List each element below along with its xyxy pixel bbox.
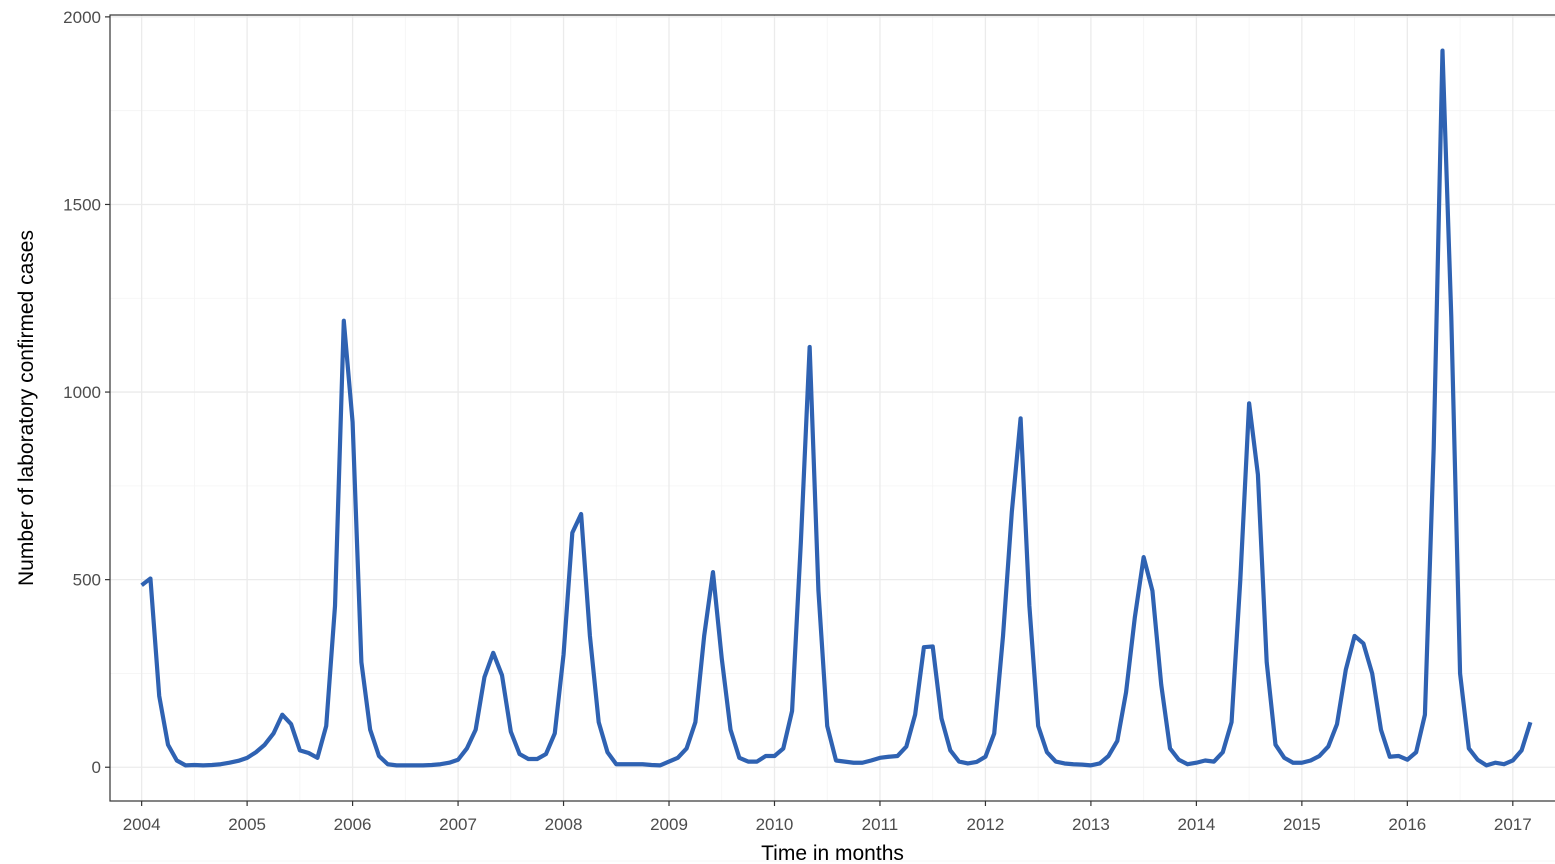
y-tick-label: 0 xyxy=(92,758,101,777)
x-tick-label: 2014 xyxy=(1177,815,1215,834)
series-layer xyxy=(140,48,1533,768)
x-tick-label: 2015 xyxy=(1283,815,1321,834)
x-tick-label: 2016 xyxy=(1388,815,1426,834)
x-tick-label: 2013 xyxy=(1072,815,1110,834)
x-tick-label: 2012 xyxy=(967,815,1005,834)
x-axis: 2004 2005 2006 2007 2008 2009 2010 2011 2012 2013… xyxy=(123,801,1532,834)
x-tick-label: 2009 xyxy=(650,815,688,834)
y-tick-label: 500 xyxy=(73,571,101,590)
x-tick-label: 2010 xyxy=(756,815,794,834)
plot-panel-border xyxy=(109,14,1555,802)
x-tick-label: 2017 xyxy=(1494,815,1532,834)
y-tick-label: 1500 xyxy=(63,195,101,214)
series-line xyxy=(140,48,1533,768)
y-axis-title: Number of laboratory confirmed cases xyxy=(15,230,38,586)
x-tick-label: 2006 xyxy=(334,815,372,834)
x-tick-label: 2005 xyxy=(228,815,266,834)
x-tick-label: 2008 xyxy=(545,815,583,834)
major-grid xyxy=(110,15,1555,801)
y-axis: 0 500 1000 1500 2000 xyxy=(63,8,110,777)
y-tick-label: 2000 xyxy=(63,8,101,27)
x-tick-label: 2004 xyxy=(123,815,161,834)
x-tick-label: 2011 xyxy=(862,815,899,834)
x-tick-label: 2007 xyxy=(439,815,477,834)
x-axis-title: Time in months xyxy=(761,842,904,864)
y-tick-label: 1000 xyxy=(63,383,101,402)
minor-grid xyxy=(110,15,1555,862)
